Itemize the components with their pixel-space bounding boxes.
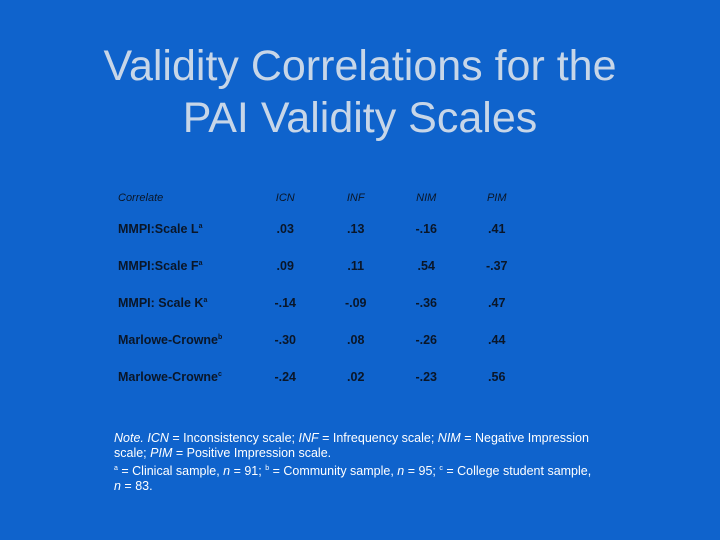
table-cell: .02 — [347, 369, 365, 384]
table-row: Marlowe-Crowneb -.30 .08 -.26 .44 — [112, 321, 532, 358]
row-label: MMPI:Scale Fa — [118, 258, 203, 273]
table-cell: .54 — [417, 258, 435, 273]
title-line-1: Validity Correlations for the — [103, 42, 617, 90]
slide-title: Validity Correlations for the PAI Validi… — [0, 40, 720, 144]
row-label: Marlowe-Crowneb — [118, 332, 223, 347]
table-header-row: Correlate ICN INF NIM PIM — [112, 186, 532, 210]
table-cell: .09 — [276, 258, 294, 273]
correlation-table: Correlate ICN INF NIM PIM MMPI:Scale La … — [112, 186, 532, 395]
table-cell: .56 — [488, 369, 506, 384]
header-pim: PIM — [486, 192, 507, 204]
header-correlate: Correlate — [118, 192, 164, 204]
table-cell: .03 — [276, 221, 294, 236]
table-row: Marlowe-Crownec -.24 .02 -.23 .56 — [112, 358, 532, 395]
table-row: MMPI:Scale Fa .09 .11 .54 -.37 — [112, 247, 532, 284]
table-cell: .08 — [347, 332, 365, 347]
row-label: Marlowe-Crownec — [118, 369, 222, 384]
header-nim: NIM — [416, 192, 437, 204]
row-label: MMPI: Scale Ka — [118, 295, 208, 310]
table-cell: -.36 — [415, 295, 438, 310]
table-cell: -.23 — [415, 369, 438, 384]
table-cell: .47 — [488, 295, 506, 310]
header-icn: ICN — [275, 192, 295, 204]
table-cell: -.26 — [415, 332, 438, 347]
table-row: MMPI: Scale Ka -.14 -.09 -.36 .47 — [112, 284, 532, 321]
table-cell: -.16 — [415, 221, 438, 236]
table-cell: .13 — [347, 221, 365, 236]
table-cell: .11 — [347, 258, 365, 273]
table-cell: -.30 — [274, 332, 297, 347]
table-note: Note. ICN = Inconsistency scale; INF = I… — [114, 431, 592, 494]
header-inf: INF — [346, 192, 365, 204]
table-row: MMPI:Scale La .03 .13 -.16 .41 — [112, 210, 532, 247]
table-cell: -.24 — [274, 369, 297, 384]
table-cell: -.37 — [485, 258, 508, 273]
table-cell: -.14 — [274, 295, 297, 310]
title-line-2: PAI Validity Scales — [182, 94, 538, 142]
row-label: MMPI:Scale La — [118, 221, 203, 236]
table-cell: .41 — [488, 221, 506, 236]
table-cell: .44 — [488, 332, 506, 347]
table-cell: -.09 — [344, 295, 367, 310]
